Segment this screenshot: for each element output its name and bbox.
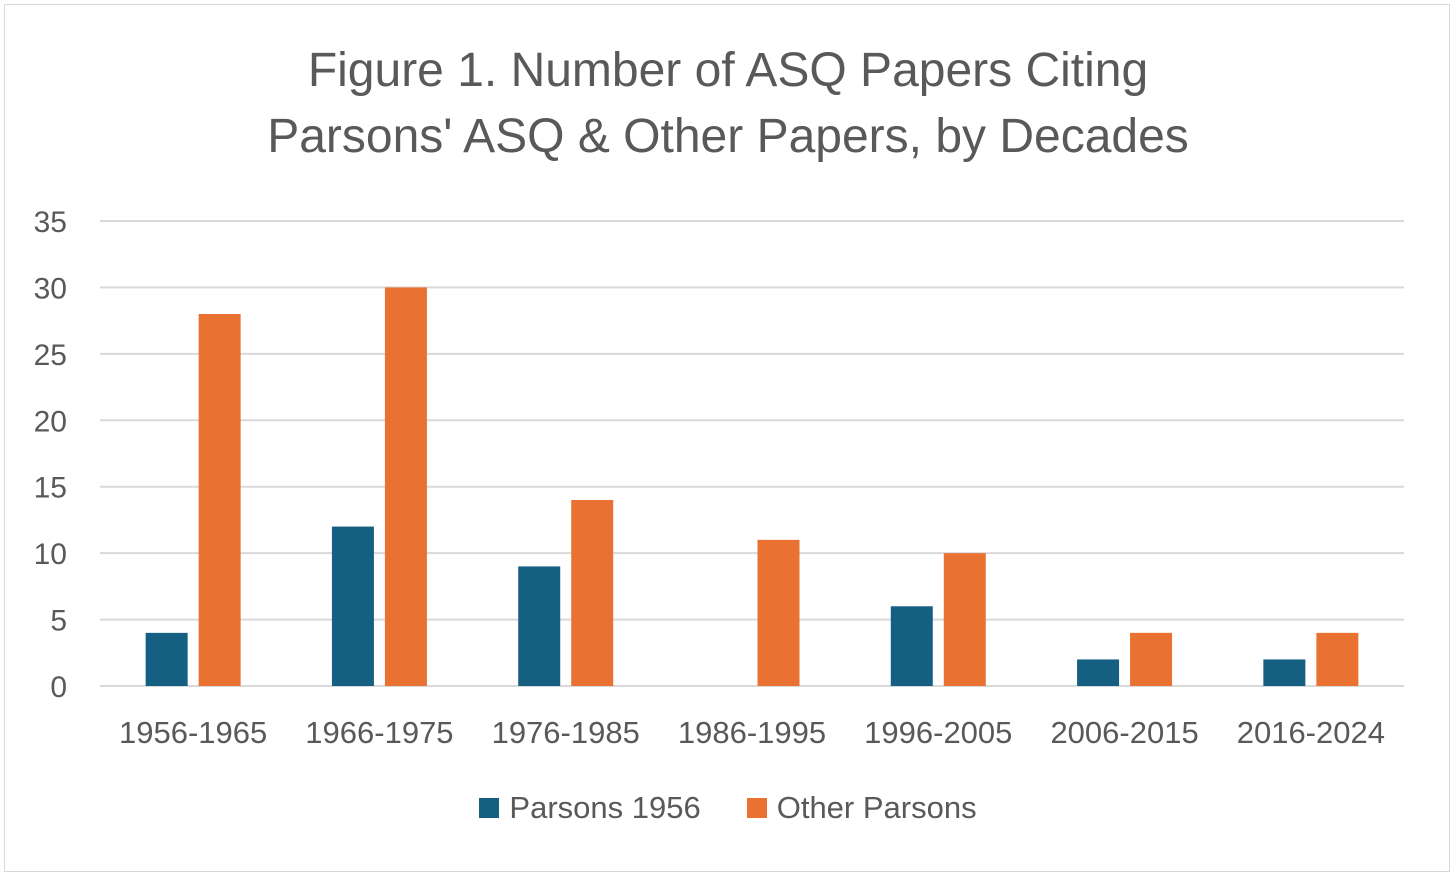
y-tick-label: 10 [34, 538, 67, 571]
y-axis-tick-labels: 0 5 10 15 20 25 30 35 [34, 206, 67, 704]
chart-title: Figure 1. Number of ASQ Papers Citing Pa… [0, 38, 1456, 170]
bar [1130, 632, 1173, 686]
bar [1077, 659, 1120, 686]
bar [331, 526, 374, 686]
legend-label-parsons-1956: Parsons 1956 [509, 790, 701, 825]
bar [1263, 659, 1306, 686]
chart-title-line-1: Figure 1. Number of ASQ Papers Citing [307, 44, 1149, 97]
y-tick-label: 5 [50, 605, 67, 638]
legend-label-other-parsons: Other Parsons [776, 790, 977, 825]
y-tick-label: 30 [34, 272, 67, 305]
bar [384, 287, 427, 686]
bar [757, 539, 800, 686]
y-tick-label: 20 [34, 405, 67, 438]
bar [145, 632, 188, 686]
x-tick-label: 1976-1985 [492, 715, 640, 750]
y-tick-label: 0 [50, 671, 67, 704]
x-tick-label: 1956-1965 [119, 715, 267, 750]
bars [145, 287, 1359, 686]
y-tick-label: 25 [34, 339, 67, 372]
gridlines [100, 220, 1404, 687]
legend-item-other-parsons: Other Parsons [746, 790, 977, 826]
bar [1316, 632, 1359, 686]
bar [571, 500, 614, 686]
legend-swatch-parsons-1956 [479, 798, 500, 818]
x-tick-label: 1966-1975 [305, 715, 453, 750]
x-axis-tick-labels: 1956-1965 1966-1975 1976-1985 1986-1995 1996… [119, 715, 1385, 750]
bar [943, 553, 986, 686]
legend: Parsons 1956 Other Parsons [0, 790, 1456, 826]
x-tick-label: 2016-2024 [1237, 715, 1385, 750]
chart-title-line-2: Parsons' ASQ & Other Papers, by Decades [267, 110, 1189, 163]
x-tick-label: 1996-2005 [864, 715, 1012, 750]
chart-frame [4, 4, 1450, 872]
legend-item-parsons-1956: Parsons 1956 [479, 790, 701, 826]
bar [518, 566, 561, 686]
y-tick-label: 15 [34, 472, 67, 505]
legend-swatch-other-parsons [746, 798, 767, 818]
y-tick-label: 35 [34, 206, 67, 239]
x-tick-label: 2006-2015 [1050, 715, 1198, 750]
bar [198, 314, 241, 686]
bar [890, 606, 933, 686]
x-tick-label: 1986-1995 [678, 715, 826, 750]
